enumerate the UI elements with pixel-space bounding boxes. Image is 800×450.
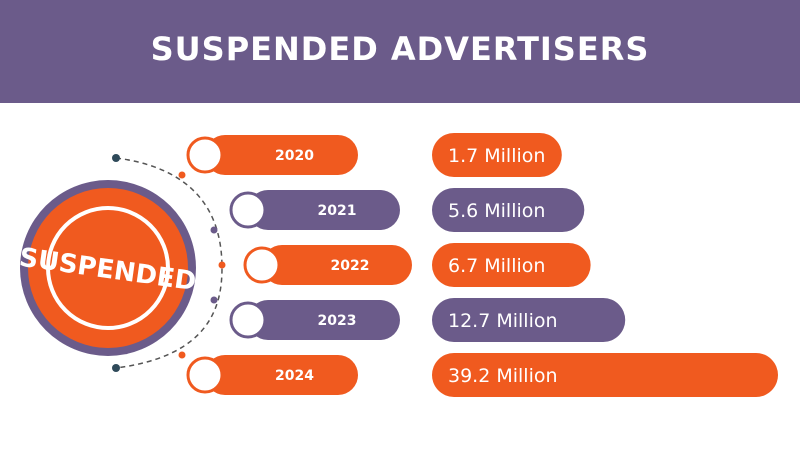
data-label: 6.7 Million bbox=[448, 255, 545, 277]
connector-dot bbox=[218, 261, 226, 269]
value-bar bbox=[432, 133, 562, 177]
connector-dot bbox=[178, 171, 186, 179]
stamp-inner-ring bbox=[46, 206, 170, 330]
title-banner: SUSPENDED ADVERTISERS bbox=[0, 0, 800, 103]
connector-endpoint-top bbox=[112, 154, 120, 162]
data-label: 1.7 Million bbox=[448, 145, 545, 167]
tick-label: 2021 bbox=[318, 203, 357, 219]
value-bar bbox=[432, 353, 778, 397]
year-ring-icon bbox=[186, 356, 224, 394]
year-pill bbox=[248, 300, 400, 340]
data-label: 39.2 Million bbox=[448, 365, 558, 387]
year-ring-icon bbox=[243, 246, 281, 284]
tick-label: 2024 bbox=[275, 368, 314, 384]
tick-label: 2022 bbox=[331, 258, 370, 274]
stamp-background bbox=[28, 188, 188, 348]
value-bar bbox=[432, 243, 591, 287]
suspended-stamp-icon: SUSPENDED bbox=[17, 180, 198, 356]
value-bar bbox=[432, 188, 585, 232]
year-ring-icon bbox=[229, 191, 267, 229]
connector-dot bbox=[178, 351, 186, 359]
connector-endpoint-bottom bbox=[112, 364, 120, 372]
page-title: SUSPENDED ADVERTISERS bbox=[150, 30, 650, 68]
connector-arc bbox=[115, 157, 223, 369]
year-pill bbox=[248, 190, 400, 230]
year-ring-icon bbox=[186, 136, 224, 174]
connector-dot bbox=[210, 226, 218, 234]
year-pill bbox=[205, 135, 358, 175]
value-bar bbox=[432, 298, 626, 342]
tick-label: 2023 bbox=[318, 313, 357, 329]
year-ring-icon bbox=[229, 301, 267, 339]
year-pill bbox=[205, 355, 358, 395]
connector-dot bbox=[210, 296, 218, 304]
year-pill bbox=[262, 245, 412, 285]
tick-label: 2020 bbox=[275, 148, 314, 164]
data-label: 12.7 Million bbox=[448, 310, 558, 332]
data-label: 5.6 Million bbox=[448, 200, 545, 222]
